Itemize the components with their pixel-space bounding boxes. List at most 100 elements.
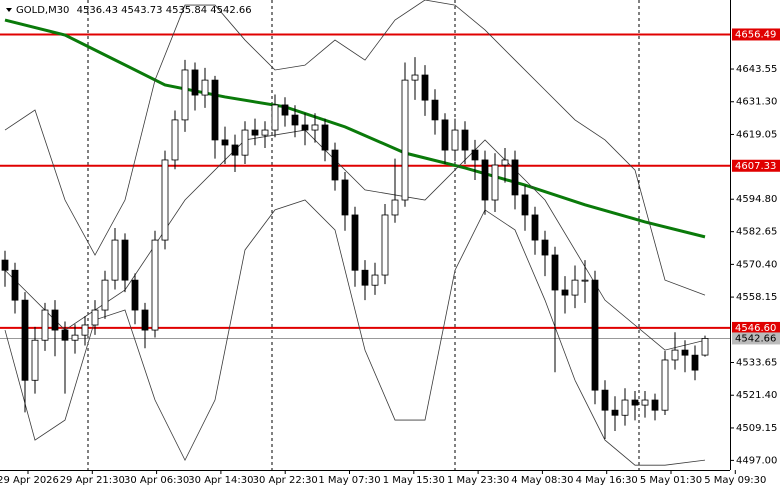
x-tick-label: 5 May 09:30 (704, 475, 766, 486)
candle-body (331, 149, 339, 181)
candle-body (381, 214, 389, 276)
candle-body (71, 334, 79, 341)
candle-body (441, 119, 449, 151)
candle-body (1, 259, 9, 271)
candle-body (221, 139, 229, 146)
candle-body (671, 349, 679, 361)
candle-body (431, 99, 439, 121)
x-tick-label: 30 Apr 22:30 (253, 475, 318, 486)
y-tick-label: 4594.80 (736, 194, 777, 205)
candle-body (611, 409, 619, 416)
day-separators (87, 0, 640, 470)
candle-body (601, 389, 609, 411)
candle-body (141, 309, 149, 331)
level-label-bg (732, 321, 780, 334)
candle-body (351, 214, 359, 271)
y-tick-label: 4497.00 (736, 455, 777, 466)
candle-body (651, 399, 659, 411)
level-label-bg (732, 28, 780, 41)
candle-body (661, 359, 669, 411)
candle-body (501, 159, 509, 166)
low: 4535.84 (166, 5, 207, 16)
x-tick-label: 1 May 07:30 (318, 475, 380, 486)
candle-body (341, 179, 349, 216)
candle-body (521, 194, 529, 216)
symbol: GOLD,M30 (16, 5, 69, 16)
x-tick-label: 30 Apr 06:30 (124, 475, 189, 486)
candle-body (591, 279, 599, 391)
candle-body (621, 399, 629, 416)
x-tick-label: 4 May 08:30 (511, 475, 573, 486)
candle-body (51, 309, 59, 331)
x-tick-label: 5 May 01:30 (640, 475, 702, 486)
candle-body (11, 269, 19, 301)
open: 4536.43 (77, 5, 118, 16)
x-tick-label: 1 May 23:30 (447, 475, 509, 486)
candle-body (81, 324, 89, 336)
candle-body (471, 149, 479, 161)
candle-body (581, 279, 589, 282)
x-tick-label: 30 Apr 14:30 (188, 475, 253, 486)
candle-body (291, 114, 299, 126)
x-tick-label: 4 May 16:30 (576, 475, 638, 486)
candle-body (281, 104, 289, 116)
x-tick-label: 1 May 15:30 (383, 475, 445, 486)
y-tick-label: 4619.05 (736, 129, 777, 140)
candle-body (251, 129, 259, 136)
y-tick-label: 4582.65 (736, 227, 777, 238)
candle-body (681, 349, 689, 356)
indicator-line (4, 199, 706, 466)
candle-body (61, 329, 69, 341)
candle-body (261, 129, 269, 136)
candle-body (31, 339, 39, 381)
y-tick-label: 4533.65 (736, 358, 777, 369)
candle-body (111, 239, 119, 281)
candle-body (21, 299, 29, 381)
candle-body (701, 338, 709, 356)
candle-body (361, 269, 369, 286)
candle-body (401, 79, 409, 201)
x-tick-label: 29 Apr 2026 (0, 475, 59, 486)
price-label-bg (732, 332, 780, 345)
candle-body (421, 74, 429, 101)
candle-body (161, 159, 169, 241)
y-tick-label: 4631.30 (736, 97, 777, 108)
candle-body (101, 279, 109, 311)
high: 4543.73 (121, 5, 162, 16)
level-label: 4607.33 (735, 161, 776, 172)
candle-body (371, 274, 379, 286)
y-tick-label: 4570.40 (736, 259, 777, 270)
candle-body (541, 239, 549, 256)
candle-body (191, 69, 199, 96)
candle-body (231, 144, 239, 156)
candle-body (571, 279, 579, 296)
header: GOLD,M30 4536.43 4543.73 4535.84 4542.66 (6, 5, 252, 16)
candle-body (311, 124, 319, 131)
candle-body (91, 309, 99, 326)
level-label-bg (732, 159, 780, 172)
candle-body (491, 164, 499, 201)
close: 4542.66 (210, 5, 251, 16)
plot (0, 0, 730, 466)
header-text: GOLD,M30 4536.43 4543.73 4535.84 4542.66 (16, 5, 252, 16)
candle-body (391, 199, 399, 216)
candle-body (461, 129, 469, 151)
candle-body (201, 79, 209, 96)
candle-body (411, 74, 419, 81)
candle-body (301, 124, 309, 131)
candle-body (321, 124, 329, 151)
candle-body (271, 104, 279, 131)
price-label: 4542.66 (735, 333, 776, 344)
y-tick-label: 4521.40 (736, 390, 777, 401)
candle-body (641, 399, 649, 406)
candle-body (121, 239, 129, 281)
candle-body (241, 129, 249, 156)
candle-body (481, 159, 489, 201)
candle-body (211, 79, 219, 141)
level-label: 4546.60 (735, 323, 776, 334)
candle-body (561, 289, 569, 296)
y-tick-label: 4558.15 (736, 292, 777, 303)
candle-body (181, 69, 189, 121)
x-tick-label: 29 Apr 21:30 (60, 475, 125, 486)
